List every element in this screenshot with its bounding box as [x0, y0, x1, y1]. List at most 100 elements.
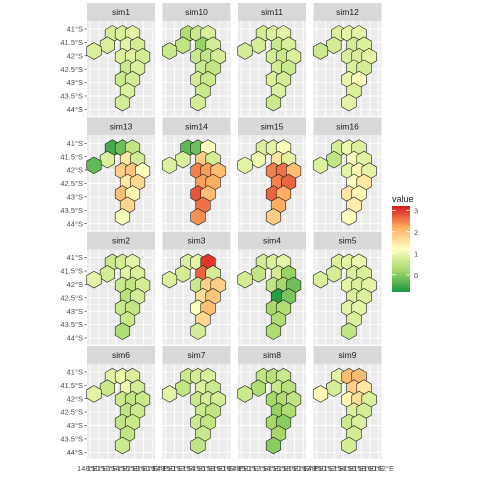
legend-tick-label: 2	[414, 228, 418, 237]
y-tick-label: 43°S	[67, 193, 83, 202]
y-tick-label: 42°S	[67, 394, 83, 403]
x-tick-label: 162°E	[223, 464, 244, 473]
facet-strip-label: sim14	[185, 121, 208, 131]
facet-strip-label: sim3	[188, 236, 206, 246]
facet-panel-sim10: sim10	[161, 3, 231, 116]
facet-strip	[313, 345, 382, 364]
facet-panel-sim2: sim2 41°S 41.5°S 42°S 42.5°S 43°S 43.5°S 44°S	[60, 231, 155, 345]
facet-strip	[162, 3, 231, 21]
hex-cell	[161, 385, 178, 403]
hex-cell	[190, 208, 206, 226]
facet-panel-sim6: sim6 41°S 41.5°S 42°S 42.5°S 43°S 43.5°S 44°S 14…	[60, 345, 168, 473]
hex-cell	[312, 270, 329, 289]
y-tick-label: 41.5°S	[60, 152, 83, 161]
hex-cell	[114, 436, 131, 455]
y-tick-label: 43.5°S	[60, 92, 83, 101]
hex-cell	[99, 150, 115, 169]
facet-strip	[238, 117, 306, 136]
y-tick-label: 43°S	[67, 307, 83, 316]
facet-strip	[313, 117, 382, 136]
x-tick-label: 150°E	[87, 464, 108, 473]
x-tick-label: 148°E	[77, 464, 98, 473]
hex-cell	[175, 379, 191, 397]
y-tick-label: 41°S	[67, 253, 83, 262]
hex-cell	[99, 379, 115, 397]
y-tick-label: 42.5°S	[60, 293, 83, 302]
hex-cell	[250, 36, 266, 55]
y-tick-label: 44°S	[67, 334, 83, 343]
x-tick-label: 162°E	[298, 464, 319, 473]
facet-panel-sim4: sim4	[237, 231, 306, 345]
hex-cell	[190, 322, 206, 340]
x-tick-label: 162°E	[374, 464, 395, 473]
facet-strip	[87, 3, 155, 21]
x-tick-label: 154°E	[258, 464, 279, 473]
y-tick-label: 42.5°S	[60, 179, 83, 188]
hex-cell	[114, 93, 131, 112]
hex-cell	[312, 42, 329, 60]
hex-cell	[237, 42, 253, 60]
facet-strip	[162, 345, 231, 364]
hex-cell	[190, 93, 206, 112]
hex-cell	[86, 270, 102, 289]
y-tick-label: 41°S	[67, 139, 83, 148]
legend-colorbar	[392, 206, 410, 292]
facet-panel-sim5: sim5	[312, 231, 382, 345]
hex-cell	[326, 150, 342, 169]
hex-cell	[86, 156, 102, 175]
hex-cell	[114, 208, 131, 226]
facet-panel-sim1: sim1 41°S 41.5°S 42°S 42.5°S 43°S 43.5°S 44°S	[60, 3, 155, 116]
x-tick-label: 158°E	[203, 464, 224, 473]
hex-cell	[250, 150, 266, 169]
x-tick-label: 152°E	[248, 464, 269, 473]
hex-cell	[86, 42, 102, 60]
y-tick-label: 44°S	[67, 448, 83, 457]
facet-panel-sim8: sim8 148°E150°E152°E154°E156°E158°E160°E1…	[228, 345, 319, 473]
facet-strip-label: sim16	[336, 121, 359, 131]
facet-strip	[162, 231, 231, 250]
hex-cell	[341, 322, 357, 340]
facet-panel-sim14: sim14	[161, 117, 231, 231]
facet-strip-label: sim8	[263, 350, 281, 360]
y-tick-label: 42.5°S	[60, 408, 83, 417]
hex-cell	[86, 385, 102, 403]
hex-cell	[265, 322, 282, 340]
x-tick-label: 158°E	[278, 464, 299, 473]
x-tick-label: 148°E	[228, 464, 249, 473]
facet-strip	[87, 231, 155, 250]
hex-cell	[237, 270, 253, 289]
facet-strip	[313, 231, 382, 250]
hex-cell	[341, 208, 357, 226]
facet-strip-label: sim1	[112, 7, 130, 17]
facet-strip	[238, 231, 306, 250]
hex-cell	[161, 156, 178, 175]
facet-panel-sim11: sim11	[237, 3, 306, 116]
y-tick-label: 44°S	[67, 219, 83, 228]
y-tick-label: 43°S	[67, 78, 83, 87]
x-tick-label: 156°E	[117, 464, 138, 473]
hex-cell	[265, 93, 282, 112]
facet-strip-label: sim10	[185, 7, 208, 17]
hex-cell	[326, 265, 342, 283]
hex-cell	[341, 93, 357, 112]
x-tick-label: 148°E	[153, 464, 174, 473]
hex-cell	[190, 436, 206, 455]
y-tick-label: 43°S	[67, 421, 83, 430]
facet-strip-label: sim13	[110, 121, 133, 131]
legend-tick-label: 3	[414, 206, 418, 215]
facet-strip-label: sim5	[339, 236, 357, 246]
x-tick-label: 160°E	[364, 464, 385, 473]
hex-cell	[161, 270, 178, 289]
legend-tick-label: 0	[414, 271, 418, 280]
facet-strip-label: sim2	[112, 236, 130, 246]
x-tick-label: 154°E	[183, 464, 204, 473]
x-tick-label: 152°E	[97, 464, 118, 473]
hex-cell	[237, 385, 253, 403]
facet-panel-sim12: sim12	[312, 3, 382, 116]
x-tick-label: 158°E	[127, 464, 148, 473]
x-tick-label: 148°E	[304, 464, 325, 473]
hex-cell	[175, 265, 191, 283]
y-tick-label: 42.5°S	[60, 65, 83, 74]
hex-cell	[175, 36, 191, 55]
y-tick-label: 42°S	[67, 166, 83, 175]
